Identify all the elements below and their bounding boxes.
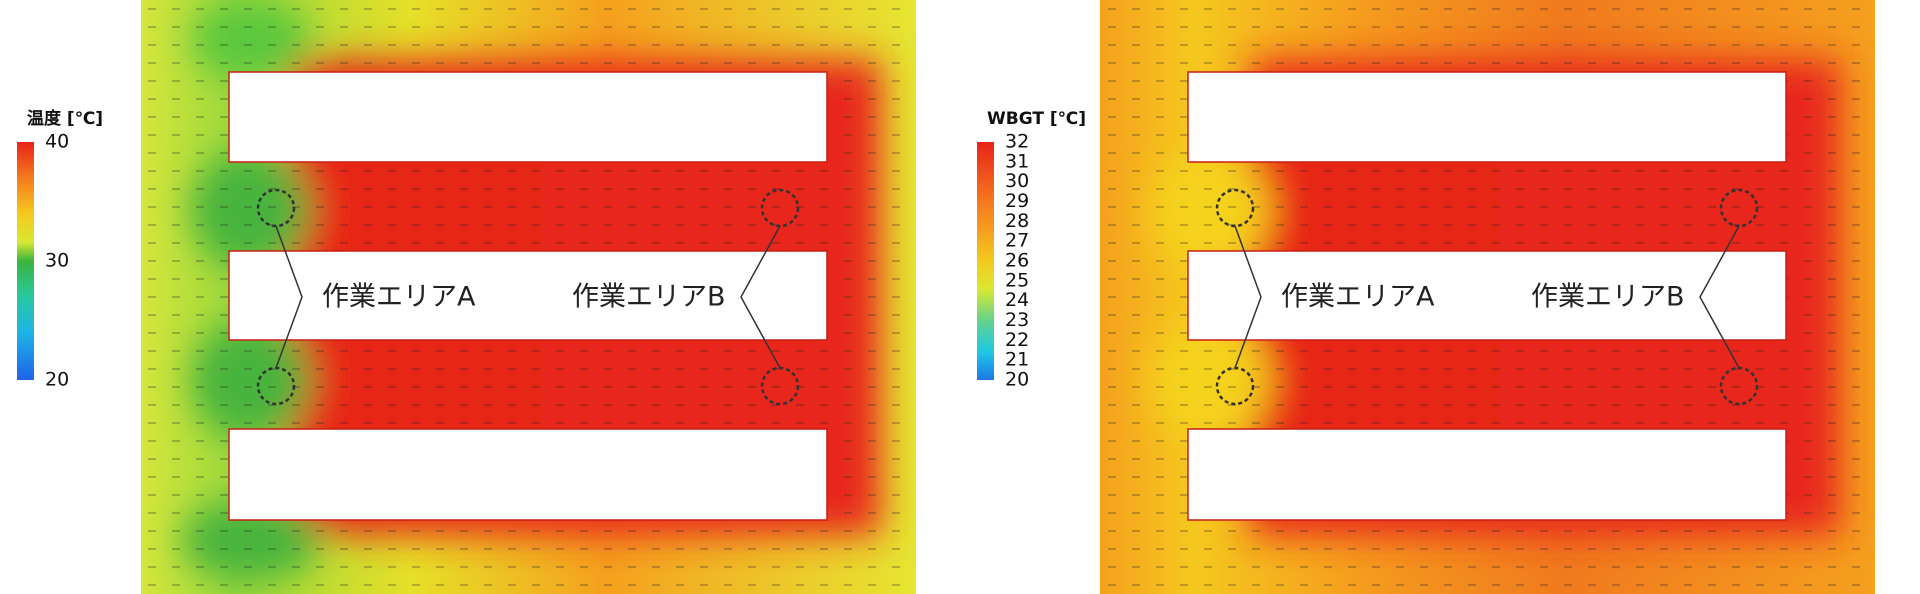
pointer [740, 225, 781, 369]
area-label: 作業エリアB [1531, 282, 1685, 313]
tick-label: 30 [45, 250, 69, 272]
tick-label: 21 [1005, 349, 1029, 371]
pointer [1234, 225, 1262, 369]
tick-label: 25 [1005, 269, 1029, 291]
area-label: 作業エリアA [1281, 282, 1435, 313]
tick-label: 32 [1005, 131, 1029, 153]
tick-label: 31 [1005, 150, 1029, 172]
building [228, 250, 828, 341]
panel: 温度 [℃]40 30 20 作業エリアA 作業エリアB [17, 0, 916, 594]
tick-label: 20 [45, 369, 69, 391]
building [228, 71, 828, 163]
area-label: 作業エリアB [572, 282, 726, 313]
tick-label: 23 [1005, 309, 1029, 331]
building [228, 428, 828, 521]
tick-label: 24 [1005, 289, 1029, 311]
area-label: 作業エリアA [322, 282, 476, 313]
tick-label: 30 [1005, 170, 1029, 192]
color-bar [17, 142, 34, 380]
pointer [275, 225, 303, 369]
legend-title: WBGT [℃] [987, 109, 1086, 129]
tick-label: 27 [1005, 230, 1029, 252]
tick-label: 20 [1005, 369, 1029, 391]
building [1187, 428, 1787, 521]
pointer [1699, 225, 1740, 369]
building [1187, 250, 1787, 341]
tick-label: 40 [45, 131, 69, 153]
tick-label: 22 [1005, 329, 1029, 351]
legend-title: 温度 [℃] [27, 108, 103, 129]
tick-label: 29 [1005, 190, 1029, 212]
building [1187, 71, 1787, 163]
tick-label: 28 [1005, 210, 1029, 232]
color-bar [977, 142, 994, 380]
tick-label: 26 [1005, 250, 1029, 272]
